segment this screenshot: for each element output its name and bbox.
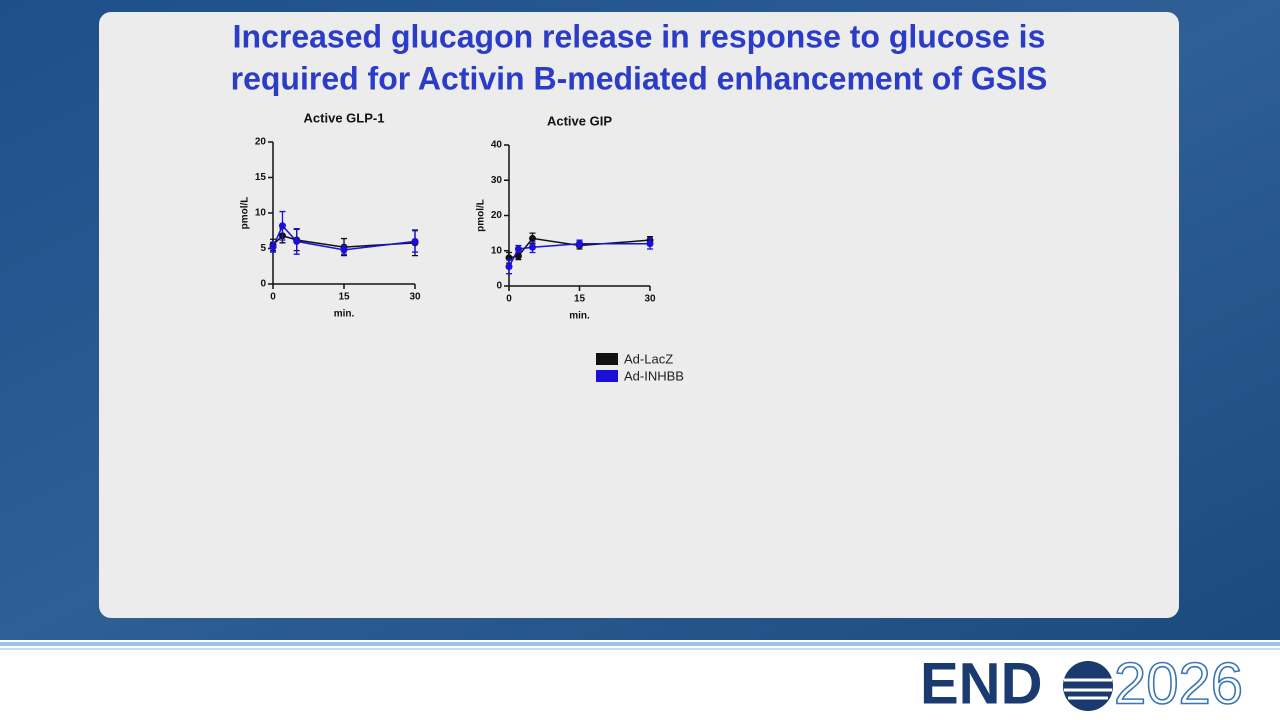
- series: [505, 237, 654, 275]
- y-tick-label: 10: [255, 208, 267, 219]
- x-axis-label: min.: [569, 311, 590, 322]
- y-axis-label: pmol/L: [476, 199, 487, 232]
- x-tick-label: 0: [506, 294, 512, 305]
- legend-swatch: [596, 353, 618, 365]
- y-tick-label: 15: [255, 172, 267, 183]
- footer-stripe: [0, 642, 1280, 646]
- data-point: [505, 263, 513, 271]
- data-point: [514, 245, 522, 253]
- y-tick-label: 20: [255, 137, 267, 148]
- data-point: [576, 240, 583, 248]
- chart-title: Active GLP-1: [304, 110, 385, 125]
- x-tick-label: 30: [409, 292, 421, 303]
- y-axis-label: pmol/L: [240, 197, 251, 230]
- content-panel: [99, 12, 1179, 618]
- legend-label: Ad-INHBB: [624, 368, 684, 383]
- y-tick-label: 40: [491, 140, 503, 151]
- data-point: [293, 237, 301, 245]
- logo-globe: [1063, 661, 1113, 711]
- y-tick-label: 0: [496, 281, 502, 292]
- chart-title: Active GIP: [547, 113, 612, 128]
- data-point: [278, 222, 286, 230]
- y-tick-label: 30: [491, 175, 503, 186]
- series: [269, 210, 419, 255]
- legend-label: Ad-LacZ: [624, 351, 673, 366]
- y-tick-label: 0: [260, 279, 266, 290]
- data-point: [529, 234, 536, 242]
- y-tick-label: 20: [491, 210, 503, 221]
- y-tick-label: 10: [491, 245, 503, 256]
- slide-title: Increased glucagon release in response t…: [233, 18, 1046, 54]
- data-point: [514, 252, 522, 260]
- legend-swatch: [596, 370, 618, 382]
- footer-stripe: [0, 648, 1280, 650]
- logo-text: 2026: [1114, 651, 1243, 716]
- y-tick-label: 5: [260, 243, 266, 254]
- x-axis-label: min.: [334, 309, 355, 320]
- x-tick-label: 30: [644, 294, 656, 305]
- slide-title: required for Activin B-mediated enhancem…: [231, 60, 1048, 96]
- data-point: [646, 240, 654, 248]
- data-point: [269, 243, 277, 251]
- data-point: [529, 243, 536, 251]
- data-point: [340, 246, 348, 254]
- x-tick-label: 15: [574, 294, 586, 305]
- x-tick-label: 15: [338, 292, 350, 303]
- x-tick-label: 0: [270, 292, 276, 303]
- data-point: [411, 237, 419, 245]
- logo-text: END: [920, 651, 1042, 716]
